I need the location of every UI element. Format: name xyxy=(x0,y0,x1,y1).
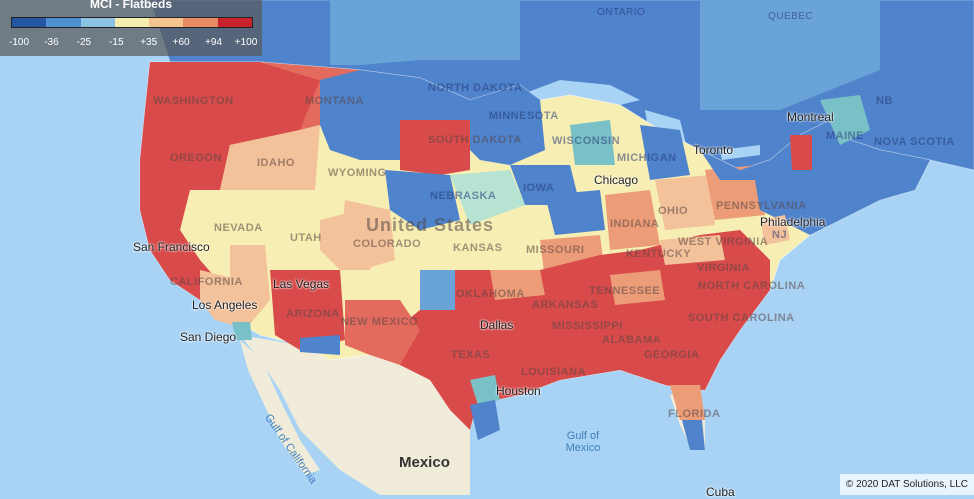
az-blue xyxy=(300,335,340,355)
texas-west-red xyxy=(345,300,420,365)
michigan-blue xyxy=(640,125,690,180)
ny-red xyxy=(790,135,812,170)
legend-tick-label: -100 xyxy=(8,37,30,48)
minnesota-blue xyxy=(470,85,545,165)
florida-blue xyxy=(682,420,705,450)
idaho-orange xyxy=(220,125,320,190)
northeast-blue xyxy=(700,120,930,235)
mexico-land xyxy=(240,335,470,495)
legend-tick-label: +35 xyxy=(140,37,158,48)
nj-orange xyxy=(760,215,790,245)
houston-teal xyxy=(470,375,500,405)
legend-swatch xyxy=(217,18,252,27)
south-dakota-red xyxy=(400,120,470,175)
la-orange xyxy=(200,270,250,330)
ohio-orange xyxy=(655,175,715,230)
san-diego-teal xyxy=(232,322,252,340)
virginia-orange xyxy=(660,235,725,265)
legend-tick-label: -15 xyxy=(109,37,124,48)
legend-tick-label: -36 xyxy=(44,37,59,48)
map-legend: MCI - Flatbeds -100 -36 -25 -15 +35 +60 +94 +10… xyxy=(0,0,262,56)
canada-zone-light-2 xyxy=(700,0,880,110)
legend-color-bar xyxy=(11,17,253,28)
legend-swatch xyxy=(80,18,115,27)
wisconsin-teal xyxy=(570,120,615,165)
oklahoma-orange xyxy=(490,270,545,300)
legend-swatch xyxy=(114,18,150,27)
legend-tick-label: +94 xyxy=(205,37,223,48)
arizona-red xyxy=(270,270,345,350)
florida-orange xyxy=(670,385,705,420)
canada-zone-light xyxy=(330,0,520,65)
lake-ontario xyxy=(720,145,760,160)
nebraska-blue xyxy=(385,170,460,230)
tennessee-orange xyxy=(610,270,665,305)
copyright-notice: © 2020 DAT Solutions, LLC xyxy=(839,474,974,495)
kansas-yellow xyxy=(430,230,540,270)
new-mexico-blue xyxy=(420,270,455,310)
nebraska-teal xyxy=(450,170,525,225)
legend-tick-label: -25 xyxy=(76,37,92,48)
legend-swatch xyxy=(12,18,47,27)
legend-ticks: -100 -36 -25 -15 +35 +60 +94 +100 xyxy=(0,37,262,51)
legend-swatch xyxy=(46,18,81,27)
illinois-blue xyxy=(545,190,605,235)
south-texas-blue xyxy=(470,400,500,440)
colorado-orange xyxy=(340,200,395,270)
west-coast-red xyxy=(140,62,330,320)
indiana-orange xyxy=(605,190,660,250)
legend-swatch xyxy=(149,18,184,27)
legend-title: MCI - Flatbeds xyxy=(89,0,172,11)
baja-land xyxy=(240,340,320,475)
legend-swatch xyxy=(183,18,218,27)
legend-tick-label: +100 xyxy=(234,37,258,48)
legend-tick-label: +60 xyxy=(172,37,190,48)
maine-teal xyxy=(820,95,870,145)
